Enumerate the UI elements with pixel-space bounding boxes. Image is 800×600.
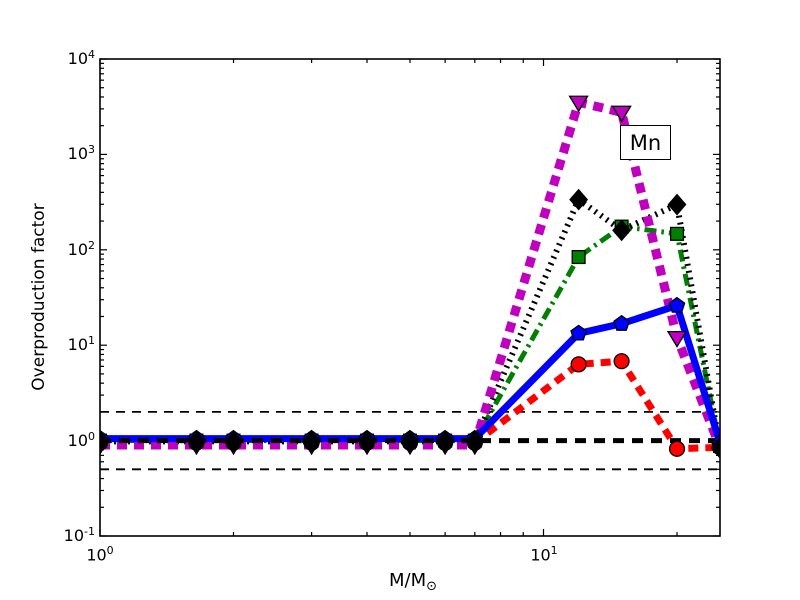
marker-magenta-dashed-triangles bbox=[568, 95, 589, 113]
marker-magenta-dashed-triangles bbox=[611, 105, 632, 123]
marker-black-dotted-diamonds bbox=[187, 430, 206, 453]
marker-blue-solid-pentagons bbox=[668, 296, 686, 313]
marker-blue-solid-pentagons bbox=[570, 324, 587, 341]
marker-black-dotted-diamonds bbox=[435, 430, 455, 453]
element-annotation-text: Mn bbox=[629, 130, 662, 155]
marker-black-dotted-diamonds bbox=[302, 430, 322, 453]
marker-black-dotted-diamonds bbox=[667, 193, 687, 216]
marker-black-dotted-diamonds bbox=[400, 430, 420, 453]
marker-blue-solid-pentagons bbox=[613, 314, 630, 331]
marker-red-dashed-circles bbox=[613, 353, 630, 370]
reference-lines-thin bbox=[100, 410, 720, 471]
marker-black-dotted-diamonds bbox=[465, 430, 485, 453]
marker-black-dotted-diamonds bbox=[357, 430, 377, 453]
marker-green-dashdot-squares bbox=[669, 226, 685, 241]
marker-black-dotted-diamonds bbox=[569, 188, 589, 211]
marker-magenta-dashed-triangles bbox=[666, 330, 688, 348]
y-axis-label: Overproduction factor bbox=[29, 203, 49, 390]
marker-black-dotted-diamonds bbox=[710, 436, 720, 459]
y-axis-label-text: Overproduction factor bbox=[29, 203, 49, 391]
x-axis-label: M/M⊙ bbox=[389, 570, 437, 594]
marker-black-dotted-diamonds bbox=[100, 430, 110, 453]
marker-red-dashed-circles bbox=[570, 356, 587, 373]
x-axis-label-text: M/M bbox=[388, 570, 427, 591]
marker-red-dashed-circles bbox=[668, 440, 686, 457]
marker-green-dashdot-squares bbox=[571, 249, 586, 265]
element-annotation-box: Mn bbox=[620, 125, 671, 160]
series-line-green-dashdot-squares bbox=[100, 224, 720, 447]
sun-symbol: ⊙ bbox=[426, 579, 438, 594]
marker-black-dotted-diamonds bbox=[612, 219, 632, 242]
marker-black-dotted-diamonds bbox=[224, 430, 243, 453]
series-markers bbox=[100, 95, 720, 459]
